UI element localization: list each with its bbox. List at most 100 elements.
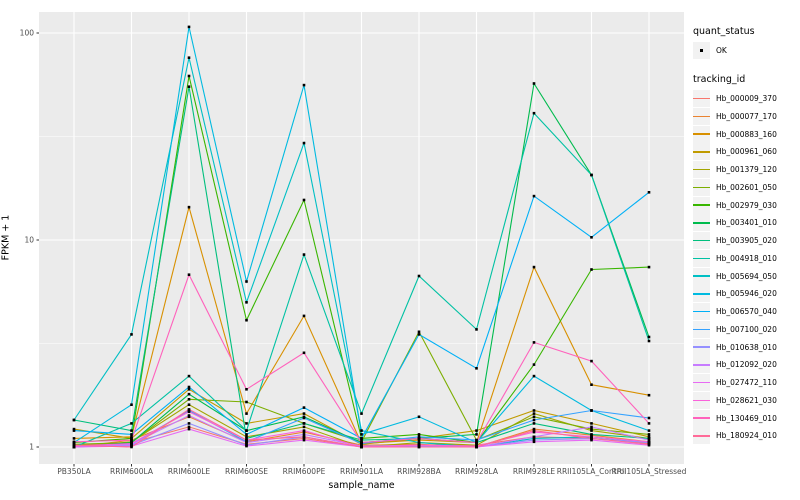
data-points[interactable] xyxy=(72,25,651,449)
legend-item-ok[interactable]: OK xyxy=(693,42,799,60)
line-swatch-icon xyxy=(693,214,710,232)
legend-item-label: Hb_005694_050 xyxy=(716,271,777,281)
series-color-line xyxy=(693,222,710,224)
line-swatch-icon xyxy=(693,391,710,409)
y-axis-tick-labels: 1 10 100 xyxy=(20,29,35,452)
svg-text:RRII105LA_Control: RRII105LA_Control xyxy=(557,467,627,476)
legend-item-Hb_000077_170[interactable]: Hb_000077_170 xyxy=(693,107,799,126)
series-color-line xyxy=(693,151,710,153)
legend-item-label: Hb_028621_030 xyxy=(716,395,777,405)
series-color-line xyxy=(693,133,710,135)
line-swatch-icon xyxy=(693,285,710,303)
line-swatch-icon xyxy=(693,356,710,374)
legend-item-Hb_028621_030[interactable]: Hb_028621_030 xyxy=(693,391,799,410)
legend-item-label: Hb_005946_020 xyxy=(716,289,777,299)
legend-item-Hb_180924_010[interactable]: Hb_180924_010 xyxy=(693,427,799,445)
svg-text:RRIM928BA: RRIM928BA xyxy=(397,467,442,476)
legend-item-Hb_002979_030[interactable]: Hb_002979_030 xyxy=(693,196,799,214)
y-axis-title: FPKM + 1 xyxy=(0,214,12,261)
svg-text:PB350LA: PB350LA xyxy=(57,467,91,476)
line-swatch-icon xyxy=(693,143,710,161)
line-swatch-icon xyxy=(693,338,710,356)
line-swatch-icon xyxy=(693,267,710,285)
legend-tracking-id-title: tracking_id xyxy=(693,73,746,85)
series-color-line xyxy=(693,293,710,295)
svg-text:RRIM901LA: RRIM901LA xyxy=(340,467,384,476)
svg-text:RRIM928LA: RRIM928LA xyxy=(455,467,499,476)
legend-item-Hb_003905_020[interactable]: Hb_003905_020 xyxy=(693,232,799,250)
line-swatch-icon xyxy=(693,161,710,179)
legend-item-Hb_005946_020[interactable]: Hb_005946_020 xyxy=(693,285,799,303)
series-color-line xyxy=(693,328,710,331)
legend-item-Hb_000961_060[interactable]: Hb_000961_060 xyxy=(693,143,799,161)
legend-item-Hb_012092_020[interactable]: Hb_012092_020 xyxy=(693,356,799,374)
svg-text:RRII105LA_Stressed: RRII105LA_Stressed xyxy=(612,467,687,476)
line-swatch-icon xyxy=(693,178,710,196)
axis-ticks xyxy=(36,32,650,467)
series-color-line xyxy=(693,275,710,277)
series-color-line xyxy=(693,168,710,171)
legend-item-label: Hb_130469_010 xyxy=(716,413,777,423)
point-marker-icon xyxy=(700,49,703,53)
legend-item-label: Hb_000009_370 xyxy=(716,94,777,104)
line-swatch-icon xyxy=(693,107,710,125)
line-swatch-icon xyxy=(693,303,710,321)
legend-item-Hb_002601_050[interactable]: Hb_002601_050 xyxy=(693,178,799,197)
legend-item-label: Hb_007100_020 xyxy=(716,324,777,334)
legend-item-Hb_027472_110[interactable]: Hb_027472_110 xyxy=(693,374,799,392)
legend-item-Hb_004918_010[interactable]: Hb_004918_010 xyxy=(693,249,799,268)
legend-item-label: Hb_010638_010 xyxy=(716,342,777,352)
series-color-line xyxy=(693,115,710,118)
series-color-line xyxy=(693,257,710,260)
legend-item-Hb_005694_050[interactable]: Hb_005694_050 xyxy=(693,267,799,285)
legend-item-Hb_001379_120[interactable]: Hb_001379_120 xyxy=(693,161,799,179)
legend-item-label: Hb_012092_020 xyxy=(716,360,777,370)
series-color-line xyxy=(693,417,710,419)
svg-text:100: 100 xyxy=(20,29,35,38)
line-swatch-icon xyxy=(693,249,710,267)
legend-item-label: Hb_003401_010 xyxy=(716,218,777,228)
legend-item-Hb_000883_160[interactable]: Hb_000883_160 xyxy=(693,125,799,143)
legend-item-label: Hb_002601_050 xyxy=(716,182,777,192)
legend-item-label: Hb_002979_030 xyxy=(716,200,777,210)
series-color-line xyxy=(693,97,710,100)
svg-text:1: 1 xyxy=(29,443,34,452)
svg-text:10: 10 xyxy=(24,236,34,245)
series-color-line xyxy=(693,186,710,189)
series-color-line xyxy=(693,381,710,384)
legend-item-label: Hb_006570_040 xyxy=(716,307,777,317)
legend: quant_status OK tracking_id Hb_000009_37… xyxy=(693,26,799,445)
line-swatch-icon xyxy=(693,232,710,250)
legend-item-Hb_003401_010[interactable]: Hb_003401_010 xyxy=(693,214,799,232)
svg-text:RRIM600LE: RRIM600LE xyxy=(168,467,211,476)
legend-item-Hb_000009_370[interactable]: Hb_000009_370 xyxy=(693,90,799,108)
series-color-line xyxy=(693,346,710,348)
legend-item-Hb_006570_040[interactable]: Hb_006570_040 xyxy=(693,303,799,321)
legend-item-Hb_010638_010[interactable]: Hb_010638_010 xyxy=(693,338,799,356)
legend-item-Hb_007100_020[interactable]: Hb_007100_020 xyxy=(693,320,799,339)
legend-item-label: Hb_000961_060 xyxy=(716,147,777,157)
line-swatch-icon xyxy=(693,374,710,392)
x-axis-title: sample_name xyxy=(328,480,395,491)
svg-text:RRIM600SE: RRIM600SE xyxy=(225,467,268,476)
legend-quant-status-title: quant_status xyxy=(693,26,755,37)
legend-item-Hb_130469_010[interactable]: Hb_130469_010 xyxy=(693,409,799,427)
legend-tracking-id: tracking_id Hb_000009_370 Hb_000077_170 Hb… xyxy=(693,74,799,445)
series-color-line xyxy=(693,364,710,366)
svg-text:RRIM928LE: RRIM928LE xyxy=(513,467,556,476)
legend-item-label: Hb_000883_160 xyxy=(716,129,777,139)
x-axis-tick-labels: PB350LA RRIM600LA RRIM600LE RRIM600SE RRIM60… xyxy=(57,467,686,476)
line-swatch-icon xyxy=(693,427,710,445)
series-color-line xyxy=(693,310,710,313)
line-swatch-icon xyxy=(693,90,710,108)
series-color-line xyxy=(693,204,710,206)
svg-text:RRIM600LA: RRIM600LA xyxy=(110,467,154,476)
line-swatch-icon xyxy=(693,320,710,338)
svg-text:RRIM600PE: RRIM600PE xyxy=(283,467,326,476)
legend-item-label: Hb_000077_170 xyxy=(716,111,777,121)
legend-tracking-items: Hb_000009_370 Hb_000077_170 Hb_000883_160 H… xyxy=(693,90,799,445)
line-swatch-icon xyxy=(693,125,710,143)
line-swatch-icon xyxy=(693,196,710,214)
